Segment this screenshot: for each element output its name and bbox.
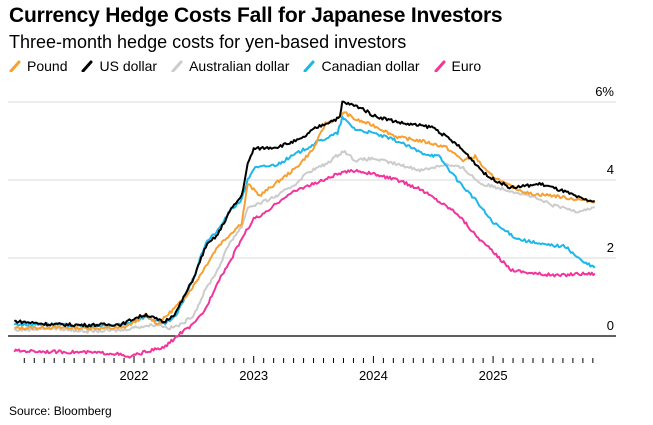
series-line-canadian-dollar — [13, 115, 596, 329]
series-lines — [13, 100, 596, 359]
series-line-us-dollar — [14, 100, 595, 328]
series-line-pound — [14, 111, 596, 331]
legend-label-us-dollar: US dollar — [99, 58, 158, 74]
legend-item-canadian-dollar: Canadian dollar — [303, 58, 420, 74]
legend-label-pound: Pound — [27, 58, 68, 74]
x-axis: 2022 2023 2024 2025 — [23, 356, 594, 383]
legend-swatch-canadian-dollar — [303, 60, 315, 72]
series-line-euro — [13, 168, 596, 359]
legend-label-canadian-dollar: Canadian dollar — [321, 58, 420, 74]
chart-title: Currency Hedge Costs Fall for Japanese I… — [9, 4, 503, 27]
legend-item-australian-dollar: Australian dollar — [171, 58, 289, 74]
y-tick-label: 2 — [607, 240, 614, 255]
legend-swatch-euro — [434, 60, 446, 72]
legend-item-pound: Pound — [9, 58, 67, 74]
series-line-australian-dollar — [13, 150, 595, 334]
legend-item-us-dollar: US dollar — [81, 58, 157, 74]
chart-subtitle: Three-month hedge costs for yen-based in… — [9, 32, 407, 52]
y-tick-label: 0 — [607, 318, 614, 333]
gridlines — [8, 101, 616, 337]
y-axis-labels: 6% 4 2 0 — [595, 84, 614, 333]
y-tick-label: 6% — [595, 84, 614, 99]
legend-label-australian-dollar: Australian dollar — [189, 58, 290, 74]
x-tick-label: 2025 — [479, 368, 508, 383]
legend-swatch-us-dollar — [81, 60, 93, 72]
legend-swatch-pound — [9, 60, 21, 72]
legend-item-euro: Euro — [434, 58, 482, 74]
x-tick-label: 2024 — [359, 368, 388, 383]
x-tick-label: 2022 — [120, 368, 149, 383]
x-tick-label: 2023 — [239, 368, 268, 383]
legend-swatch-australian-dollar — [171, 60, 183, 72]
legend-label-euro: Euro — [451, 58, 482, 74]
source-note: Source: Bloomberg — [9, 404, 112, 418]
y-tick-label: 4 — [607, 162, 614, 177]
legend: Pound US dollar Australian dollar Canadi… — [9, 58, 481, 74]
